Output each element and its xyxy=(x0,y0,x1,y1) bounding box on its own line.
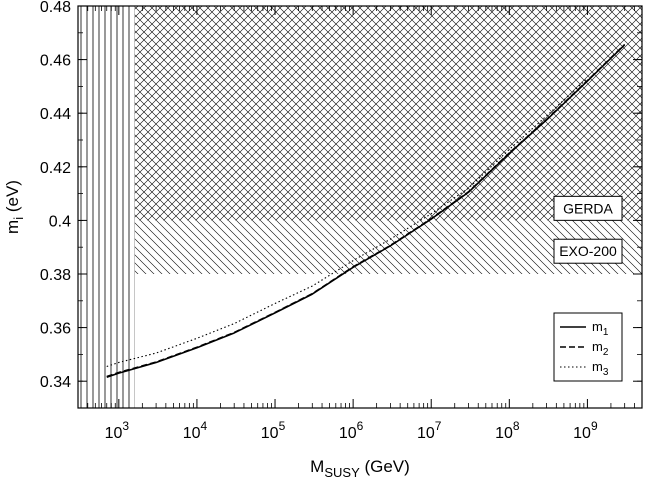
region-crosshatch xyxy=(134,6,642,221)
y-tick-label: 0.34 xyxy=(40,374,71,391)
series-line-3 xyxy=(106,77,588,367)
region-vertical xyxy=(78,6,135,408)
x-axis-label: MSUSY (GeV) xyxy=(310,457,410,480)
y-tick-label: 0.48 xyxy=(40,0,71,16)
x-tick-label: 108 xyxy=(495,419,520,442)
x-tick-label: 105 xyxy=(261,419,286,442)
plot-frame xyxy=(77,5,643,409)
y-tick-label: 0.44 xyxy=(40,106,71,123)
y-tick-label: 0.46 xyxy=(40,53,71,70)
region-label: GERDA xyxy=(563,200,613,216)
x-tick-label: 103 xyxy=(105,419,130,442)
y-axis-label: mi (eV) xyxy=(3,180,26,234)
region-label-box: EXO-200 xyxy=(553,238,623,264)
series-line-2 xyxy=(106,43,626,378)
y-tick-label: 0.42 xyxy=(40,160,71,177)
x-tick-label: 104 xyxy=(183,419,208,442)
y-tick-label: 0.4 xyxy=(49,213,71,230)
region-label: EXO-200 xyxy=(559,243,617,259)
y-tick-label: 0.36 xyxy=(40,321,71,338)
x-tick-label: 109 xyxy=(573,419,598,442)
x-tick-label: 106 xyxy=(339,419,364,442)
x-tick-label: 107 xyxy=(417,419,442,442)
region-label-box: GERDA xyxy=(553,195,623,221)
y-tick-label: 0.38 xyxy=(40,267,71,284)
